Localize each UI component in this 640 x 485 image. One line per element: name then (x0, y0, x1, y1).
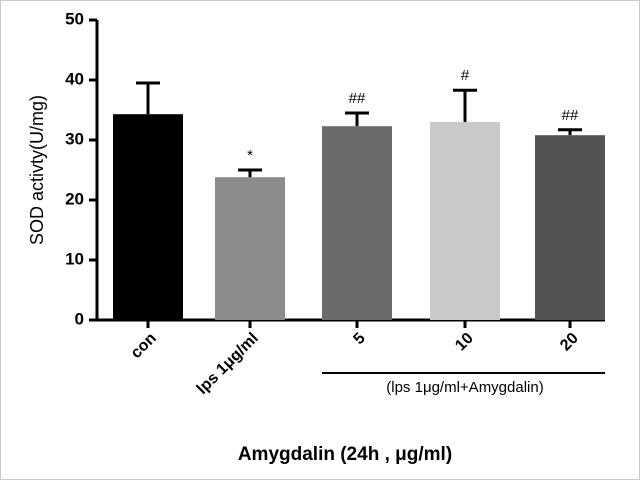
y-axis-title: SOD activty(U/mg) (27, 95, 47, 245)
y-tick-label: 30 (65, 129, 84, 148)
bar (430, 122, 500, 320)
y-tick-label: 10 (65, 249, 84, 268)
group-label: (lps 1μg/ml+Amygdalin) (386, 379, 543, 396)
y-tick-label: 0 (75, 309, 84, 328)
y-tick-label: 50 (65, 9, 84, 28)
y-tick-label: 20 (65, 189, 84, 208)
bar (215, 177, 285, 320)
bar (322, 126, 392, 320)
bar (113, 114, 183, 320)
significance-label: * (247, 147, 253, 164)
significance-label: # (461, 67, 470, 84)
significance-label: ## (349, 90, 366, 107)
bar (535, 135, 605, 320)
x-axis-title: Amygdalin (24h , μg/ml) (238, 444, 452, 465)
y-tick-label: 40 (65, 69, 84, 88)
significance-label: ## (562, 107, 579, 124)
